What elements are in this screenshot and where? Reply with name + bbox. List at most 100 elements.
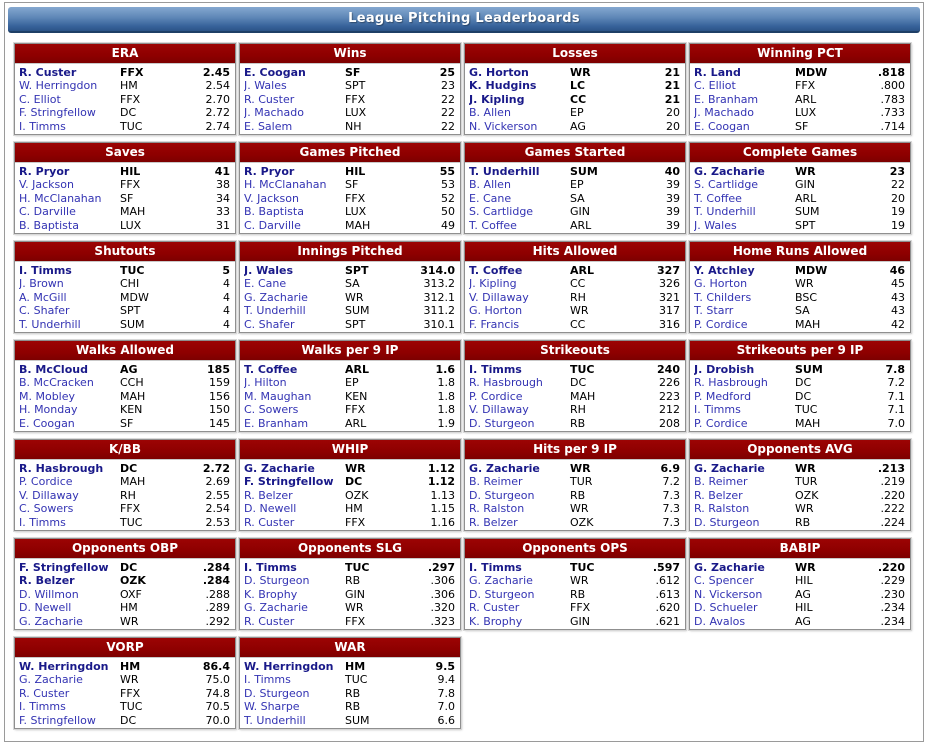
player-name-link[interactable]: J. Machado: [694, 106, 754, 119]
player-name-link[interactable]: R. Hasbrough: [19, 461, 104, 475]
player-name-link[interactable]: R. Ralston: [694, 502, 750, 515]
player-name-link[interactable]: V. Dillaway: [19, 488, 79, 502]
player-name-link[interactable]: C. Sowers: [19, 502, 74, 515]
player-name-link[interactable]: N. Vickerson: [469, 119, 538, 133]
player-name-link[interactable]: K. Brophy: [244, 587, 298, 601]
player-name-link[interactable]: W. Herringdon: [19, 659, 109, 673]
player-name-link[interactable]: D. Sturgeon: [244, 686, 310, 700]
player-name-link[interactable]: H. McClanahan: [19, 191, 102, 205]
player-name-link[interactable]: R. Land: [694, 65, 741, 79]
player-name-link[interactable]: G. Zacharie: [19, 614, 83, 628]
player-name-link[interactable]: V. Dillaway: [469, 403, 529, 416]
player-name-link[interactable]: D. Avalos: [694, 614, 746, 628]
player-name-link[interactable]: W. Sharpe: [244, 700, 300, 713]
player-name-link[interactable]: V. Dillaway: [469, 290, 529, 304]
player-name-link[interactable]: R. Pryor: [244, 164, 295, 178]
player-name-link[interactable]: J. Wales: [244, 79, 287, 92]
player-name-link[interactable]: E. Branham: [244, 416, 309, 430]
player-name-link[interactable]: K. Brophy: [469, 614, 523, 628]
player-name-link[interactable]: C. Darville: [244, 218, 301, 232]
player-name-link[interactable]: C. Elliot: [19, 92, 61, 106]
player-name-link[interactable]: D. Newell: [19, 601, 72, 614]
player-name-link[interactable]: R. Belzer: [694, 488, 743, 502]
player-name-link[interactable]: D. Sturgeon: [469, 488, 535, 502]
player-name-link[interactable]: R. Custer: [19, 686, 70, 700]
player-name-link[interactable]: B. Baptista: [19, 218, 79, 232]
player-name-link[interactable]: C. Shafer: [19, 304, 70, 317]
player-name-link[interactable]: G. Zacharie: [469, 574, 533, 587]
player-name-link[interactable]: T. Starr: [694, 304, 734, 317]
player-name-link[interactable]: E. Branham: [694, 92, 759, 106]
player-name-link[interactable]: R. Belzer: [244, 488, 293, 502]
player-name-link[interactable]: R. Ralston: [469, 502, 525, 515]
player-name-link[interactable]: B. McCracken: [19, 376, 94, 389]
player-name-link[interactable]: J. Hilton: [244, 376, 287, 389]
player-name-link[interactable]: W. Herringdon: [19, 79, 98, 92]
player-name-link[interactable]: E. Coogan: [244, 65, 306, 79]
player-name-link[interactable]: I. Timms: [244, 673, 291, 686]
player-name-link[interactable]: I. Timms: [19, 700, 66, 713]
player-name-link[interactable]: C. Spencer: [694, 574, 754, 587]
player-name-link[interactable]: H. McClanahan: [244, 178, 327, 191]
player-name-link[interactable]: T. Underhill: [244, 713, 306, 727]
player-name-link[interactable]: D. Sturgeon: [469, 416, 535, 430]
player-name-link[interactable]: F. Stringfellow: [19, 106, 96, 119]
player-name-link[interactable]: B. Allen: [469, 178, 511, 191]
player-name-link[interactable]: G. Zacharie: [244, 601, 308, 614]
player-name-link[interactable]: B. McCloud: [19, 362, 88, 376]
player-name-link[interactable]: T. Coffee: [694, 191, 742, 205]
player-name-link[interactable]: E. Salem: [244, 119, 293, 133]
player-name-link[interactable]: I. Timms: [469, 362, 522, 376]
player-name-link[interactable]: G. Horton: [469, 65, 529, 79]
player-name-link[interactable]: P. Cordice: [694, 416, 748, 430]
player-name-link[interactable]: K. Hudgins: [469, 79, 537, 92]
player-name-link[interactable]: M. Mobley: [19, 389, 76, 403]
player-name-link[interactable]: C. Darville: [19, 205, 76, 218]
player-name-link[interactable]: M. Maughan: [244, 389, 312, 403]
player-name-link[interactable]: R. Custer: [244, 515, 295, 529]
player-name-link[interactable]: R. Belzer: [469, 515, 518, 529]
player-name-link[interactable]: I. Timms: [19, 263, 72, 277]
player-name-link[interactable]: S. Cartlidge: [469, 205, 534, 218]
player-name-link[interactable]: R. Custer: [244, 614, 295, 628]
player-name-link[interactable]: T. Underhill: [19, 317, 81, 331]
player-name-link[interactable]: R. Belzer: [19, 574, 75, 587]
player-name-link[interactable]: B. Reimer: [694, 475, 748, 488]
player-name-link[interactable]: G. Zacharie: [19, 673, 83, 686]
player-name-link[interactable]: Y. Atchley: [694, 263, 755, 277]
player-name-link[interactable]: I. Timms: [19, 515, 66, 529]
player-name-link[interactable]: R. Hasbrough: [694, 376, 768, 389]
player-name-link[interactable]: J. Machado: [244, 106, 304, 119]
player-name-link[interactable]: F. Stringfellow: [244, 475, 334, 488]
player-name-link[interactable]: I. Timms: [244, 560, 297, 574]
player-name-link[interactable]: T. Underhill: [694, 205, 756, 218]
player-name-link[interactable]: F. Francis: [469, 317, 520, 331]
player-name-link[interactable]: T. Coffee: [469, 263, 523, 277]
player-name-link[interactable]: I. Timms: [694, 403, 741, 416]
player-name-link[interactable]: N. Vickerson: [694, 587, 763, 601]
player-name-link[interactable]: J. Wales: [694, 218, 737, 232]
player-name-link[interactable]: T. Childers: [694, 290, 752, 304]
player-name-link[interactable]: J. Wales: [244, 263, 294, 277]
player-name-link[interactable]: I. Timms: [469, 560, 522, 574]
player-name-link[interactable]: D. Schueler: [694, 601, 758, 614]
player-name-link[interactable]: R. Custer: [469, 601, 520, 614]
player-name-link[interactable]: I. Timms: [19, 119, 66, 133]
player-name-link[interactable]: T. Underhill: [244, 304, 306, 317]
player-name-link[interactable]: F. Stringfellow: [19, 713, 96, 727]
player-name-link[interactable]: D. Willmon: [19, 587, 79, 601]
player-name-link[interactable]: D. Sturgeon: [469, 587, 535, 601]
player-name-link[interactable]: P. Medford: [694, 389, 752, 403]
player-name-link[interactable]: F. Stringfellow: [19, 560, 109, 574]
player-name-link[interactable]: P. Cordice: [19, 475, 73, 488]
player-name-link[interactable]: W. Herringdon: [244, 659, 334, 673]
player-name-link[interactable]: S. Cartlidge: [694, 178, 759, 191]
player-name-link[interactable]: R. Custer: [244, 92, 295, 106]
player-name-link[interactable]: D. Newell: [244, 502, 297, 515]
player-name-link[interactable]: B. Allen: [469, 106, 511, 119]
player-name-link[interactable]: R. Hasbrough: [469, 376, 543, 389]
player-name-link[interactable]: C. Elliot: [694, 79, 736, 92]
player-name-link[interactable]: G. Zacharie: [244, 461, 315, 475]
player-name-link[interactable]: D. Sturgeon: [694, 515, 760, 529]
player-name-link[interactable]: G. Zacharie: [469, 461, 540, 475]
